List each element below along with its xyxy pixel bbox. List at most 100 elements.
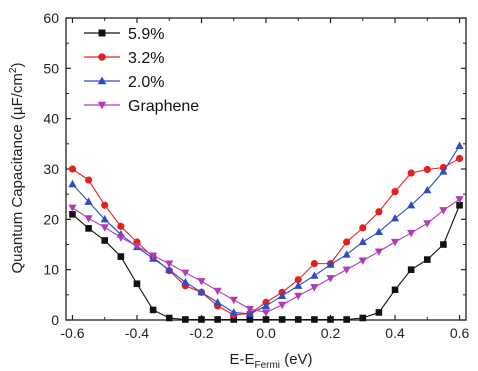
data-point — [311, 316, 318, 323]
data-point — [374, 227, 384, 236]
data-point — [358, 237, 367, 246]
legend-marker — [98, 29, 106, 37]
y-axis-title-mu: µ — [9, 106, 26, 115]
x-tick-label: 0.6 — [450, 325, 470, 341]
data-point — [68, 165, 77, 173]
data-point — [84, 176, 93, 184]
data-point — [245, 309, 254, 318]
data-point — [213, 287, 222, 296]
y-tick-label: 50 — [43, 60, 59, 76]
data-point — [455, 196, 464, 204]
data-point — [375, 309, 383, 316]
data-point — [407, 200, 416, 209]
legend-label: 2.0% — [128, 74, 164, 91]
data-point — [343, 238, 351, 246]
data-point — [181, 277, 190, 286]
series-layer — [68, 141, 464, 323]
data-point — [407, 169, 415, 177]
data-point — [342, 266, 351, 274]
data-point — [343, 316, 350, 323]
data-point — [310, 260, 318, 268]
data-point — [246, 316, 254, 323]
data-point — [391, 188, 399, 196]
data-point — [440, 241, 447, 248]
data-point — [375, 208, 383, 216]
data-point — [197, 288, 206, 296]
y-tick-label: 0 — [51, 312, 59, 328]
data-point — [68, 179, 77, 188]
legend-item: Graphene — [84, 98, 199, 115]
axis-ticks — [66, 17, 466, 321]
x-tick-label: -0.6 — [60, 325, 84, 341]
data-point — [198, 316, 205, 323]
data-point — [310, 284, 319, 292]
data-point — [261, 301, 271, 310]
legend-item: 2.0% — [84, 74, 164, 91]
y-tick-label: 40 — [43, 111, 59, 127]
series-2-0- — [68, 141, 464, 318]
data-point — [390, 214, 400, 222]
x-tick-label: -0.2 — [189, 325, 213, 341]
data-point — [310, 271, 319, 279]
data-point — [278, 301, 287, 310]
data-point — [101, 201, 109, 209]
y-tick-label: 30 — [43, 161, 59, 177]
x-tick-labels: -0.6 -0.4 -0.2 0.0 0.2 0.4 0.6 — [60, 325, 469, 341]
data-point — [245, 305, 254, 314]
data-point — [439, 167, 448, 175]
y-axis-title-pre: Quantum Capacitance ( — [9, 115, 26, 273]
data-point — [326, 275, 335, 283]
data-point — [165, 260, 174, 268]
data-point — [294, 281, 303, 289]
legend-label: Graphene — [128, 98, 199, 115]
data-point — [359, 314, 367, 322]
data-point — [342, 250, 351, 258]
data-point — [101, 237, 109, 244]
x-tick-label: 0.0 — [256, 325, 276, 341]
data-point — [132, 242, 142, 251]
data-point — [100, 224, 109, 232]
series-5-9- — [69, 201, 463, 323]
data-point — [84, 215, 93, 223]
data-point — [214, 316, 221, 323]
x-axis-title-sub: Fermi — [254, 360, 280, 371]
series-line — [72, 157, 460, 316]
data-point — [455, 154, 464, 163]
data-point — [69, 211, 76, 218]
data-point — [133, 280, 141, 288]
legend-marker — [97, 101, 107, 110]
series-graphene — [68, 196, 464, 317]
legend-marker — [97, 76, 107, 85]
y-tick-label: 10 — [43, 262, 59, 278]
data-point — [165, 314, 173, 322]
legend: 5.9% 3.2% 2.0% Graphene — [84, 26, 199, 115]
data-point — [294, 316, 302, 323]
data-point — [230, 316, 238, 323]
data-point — [455, 141, 464, 149]
data-point — [117, 222, 125, 230]
data-point — [423, 165, 431, 174]
y-tick-labels: 0 10 20 30 40 50 60 — [43, 10, 59, 328]
legend-item: 3.2% — [84, 50, 164, 67]
legend-label: 5.9% — [128, 26, 164, 43]
data-point — [68, 204, 77, 213]
data-point — [278, 316, 286, 323]
legend-marker — [98, 53, 106, 61]
data-point — [294, 292, 303, 301]
y-axis-title-post: ) — [9, 63, 26, 68]
data-point — [294, 276, 302, 284]
data-point — [229, 308, 238, 316]
data-point — [181, 269, 190, 277]
data-point — [358, 257, 367, 265]
data-point — [327, 316, 334, 323]
data-point — [148, 252, 158, 260]
data-point — [165, 265, 174, 273]
data-point — [262, 316, 270, 323]
data-point — [117, 253, 125, 260]
data-point — [391, 286, 399, 294]
x-axis-title: E-EFermi (eV) — [229, 351, 312, 371]
y-axis-title-mid: F/cm — [9, 73, 26, 106]
y-tick-label: 20 — [43, 211, 59, 227]
data-point — [85, 225, 92, 232]
x-tick-label: 0.4 — [385, 325, 405, 341]
